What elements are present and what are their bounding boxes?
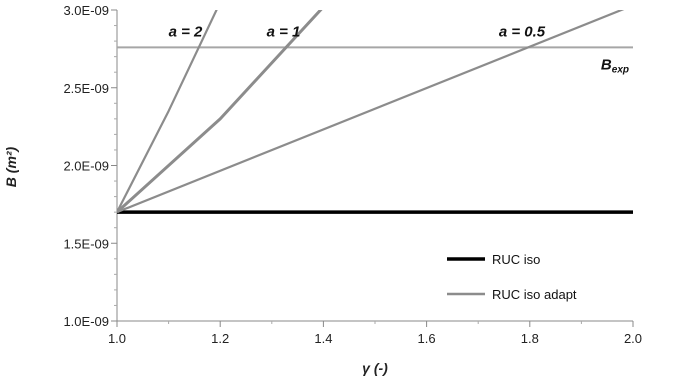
legend-label-0: RUC iso — [492, 252, 540, 267]
y-tick-label: 3.0E-09 — [63, 3, 109, 18]
series-line-2 — [117, 10, 323, 214]
annotations: Bexp a = 2 a = 1 a = 0.5 — [169, 23, 629, 75]
annotation-label-0: a = 2 — [169, 23, 203, 40]
series-line-3 — [117, 10, 218, 213]
x-tick-label: 1.4 — [314, 331, 332, 346]
annotation-label-1: a = 1 — [267, 23, 301, 40]
x-tick-label: 1.2 — [211, 331, 229, 346]
y-axis-title: B (m²) — [3, 146, 19, 187]
ticks: 1.0E-09 1.5E-09 2.0E-09 2.5E-09 3.0E-09 1.0 1.… — [63, 3, 642, 346]
series-line-1 — [117, 10, 625, 214]
y-tick-label: 2.5E-09 — [63, 81, 109, 96]
x-tick-label: 1.8 — [521, 331, 539, 346]
annotation-label-2: a = 0.5 — [499, 23, 546, 40]
y-tick-label: 1.5E-09 — [63, 236, 109, 251]
x-tick-label: 1.0 — [108, 331, 126, 346]
y-tick-label: 2.0E-09 — [63, 159, 109, 174]
x-tick-label: 1.6 — [418, 331, 436, 346]
series-layer — [117, 10, 633, 214]
reference-line-label: Bexp — [601, 56, 629, 75]
legend: RUC iso RUC iso adapt — [447, 252, 577, 302]
y-tick-label: 1.0E-09 — [63, 314, 109, 329]
legend-label-1: RUC iso adapt — [492, 287, 577, 302]
x-tick-label: 2.0 — [624, 331, 642, 346]
x-axis-title: γ (-) — [362, 360, 388, 376]
